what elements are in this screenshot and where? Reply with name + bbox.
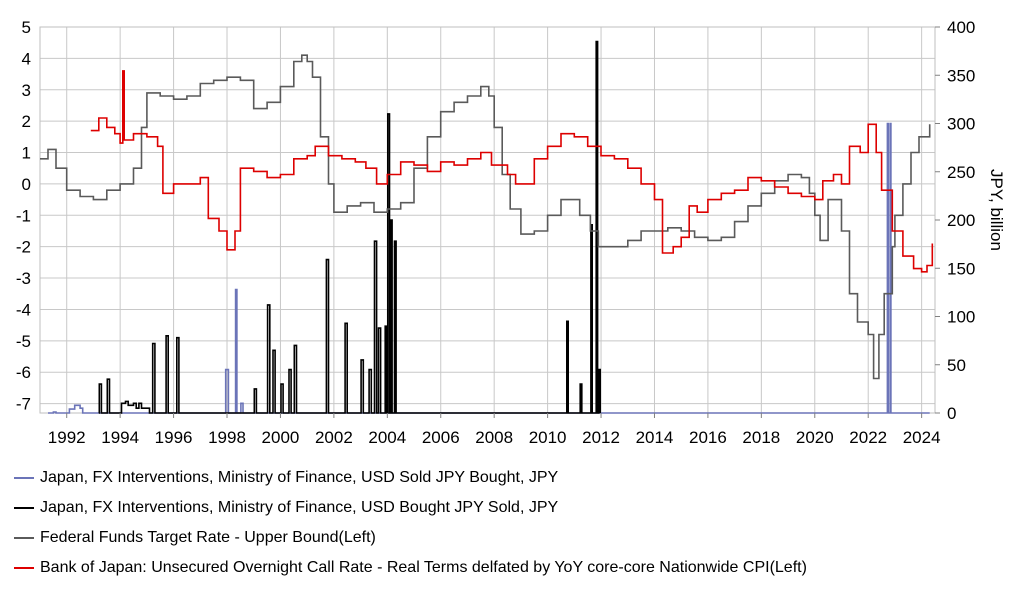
x-tick-label: 2014 <box>636 428 674 447</box>
left-tick-label: 3 <box>22 81 31 100</box>
x-tick-label: 1994 <box>101 428 139 447</box>
left-tick-label: -7 <box>16 395 31 414</box>
right-tick-label: 50 <box>947 356 966 375</box>
x-tick-label: 2018 <box>742 428 780 447</box>
vertical-gridlines <box>66 27 923 413</box>
x-tick-label: 2002 <box>315 428 353 447</box>
right-axis: 400 350 300 250 200 150 100 50 0 <box>935 18 975 423</box>
left-tick-label: -1 <box>16 206 31 225</box>
x-tick-label: 2006 <box>422 428 460 447</box>
legend-label: Federal Funds Target Rate - Upper Bound(… <box>40 529 376 546</box>
left-tick-label: 5 <box>22 18 31 37</box>
right-tick-label: 300 <box>947 115 975 134</box>
left-tick-label: -5 <box>16 332 31 351</box>
legend-item-usd-sold: Japan, FX Interventions, Ministry of Fin… <box>14 463 807 493</box>
x-tick-label: 2024 <box>903 428 941 447</box>
series-line-1 <box>98 40 601 414</box>
right-tick-label: 250 <box>947 163 975 182</box>
x-tick-label: 2004 <box>368 428 406 447</box>
legend-swatch <box>14 537 34 539</box>
right-tick-label: 350 <box>947 66 975 85</box>
legend-item-boj-call-rate: Bank of Japan: Unsecured Overnight Call … <box>14 553 807 583</box>
legend: Japan, FX Interventions, Ministry of Fin… <box>14 463 807 583</box>
right-axis-label: JPY, billion <box>987 169 1006 251</box>
left-tick-label: 4 <box>22 49 31 68</box>
legend-label: Bank of Japan: Unsecured Overnight Call … <box>40 559 807 576</box>
plot-area <box>39 26 936 414</box>
series-line-3 <box>90 70 934 273</box>
legend-item-usd-bought: Japan, FX Interventions, Ministry of Fin… <box>14 493 807 523</box>
right-tick-label: 150 <box>947 259 975 278</box>
x-tick-label: 2000 <box>262 428 300 447</box>
series-layer <box>40 40 934 414</box>
legend-label: Japan, FX Interventions, Ministry of Fin… <box>40 499 559 516</box>
x-tick-label: 2022 <box>849 428 887 447</box>
legend-swatch <box>14 477 34 479</box>
left-tick-label: -2 <box>16 238 31 257</box>
left-tick-label: -3 <box>16 269 31 288</box>
legend-swatch <box>14 507 34 509</box>
chart: 5 4 3 2 1 0 -1 -2 -3 -4 -5 -6 -7 400 350 300 250 200 150 1… <box>16 18 1006 447</box>
right-tick-label: 100 <box>947 308 975 327</box>
x-tick-label: 2016 <box>689 428 727 447</box>
x-tick-label: 2012 <box>582 428 620 447</box>
left-tick-label: 1 <box>22 144 31 163</box>
x-tick-label: 2020 <box>796 428 834 447</box>
x-tick-label: 1992 <box>48 428 86 447</box>
right-tick-label: 0 <box>947 404 956 423</box>
horizontal-gridlines <box>40 26 935 405</box>
x-tick-label: 1996 <box>155 428 193 447</box>
legend-item-fed-funds: Federal Funds Target Rate - Upper Bound(… <box>14 523 807 553</box>
x-tick-label: 2008 <box>475 428 513 447</box>
series-line-2 <box>40 54 931 380</box>
legend-swatch <box>14 567 34 569</box>
left-tick-label: 2 <box>22 112 31 131</box>
left-tick-label: 0 <box>22 175 31 194</box>
x-tick-label: 1998 <box>208 428 246 447</box>
left-tick-label: -6 <box>16 363 31 382</box>
x-tick-label: 2010 <box>529 428 567 447</box>
series-line-0 <box>48 122 930 414</box>
right-tick-label: 400 <box>947 18 975 37</box>
x-axis: 1992 1994 1996 1998 2000 2002 2004 2006 2008 2010… <box>48 413 941 447</box>
right-tick-label: 200 <box>947 211 975 230</box>
left-tick-label: -4 <box>16 300 31 319</box>
left-axis: 5 4 3 2 1 0 -1 -2 -3 -4 -5 -6 -7 <box>16 18 31 414</box>
legend-label: Japan, FX Interventions, Ministry of Fin… <box>40 469 559 486</box>
